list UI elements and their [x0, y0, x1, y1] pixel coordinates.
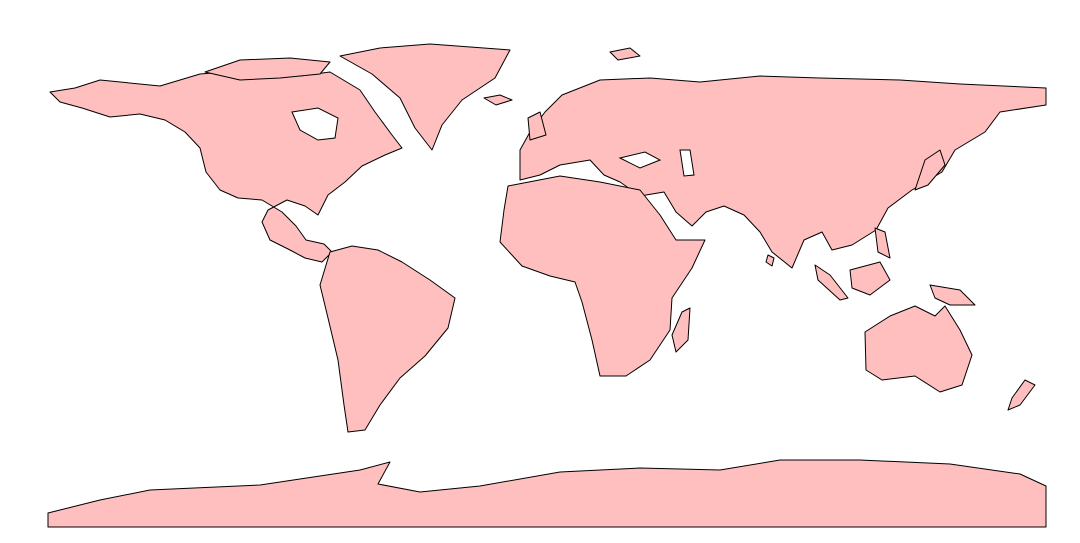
south-america	[319, 245, 456, 433]
madagascar	[671, 307, 691, 353]
africa	[499, 175, 706, 377]
great-britain	[527, 111, 547, 141]
indonesia-borneo	[849, 261, 891, 296]
indonesia-sumatra	[814, 264, 849, 301]
new-guinea	[929, 284, 976, 306]
iceland	[483, 94, 513, 106]
sri-lanka	[765, 254, 775, 267]
new-zealand	[1007, 379, 1036, 411]
greenland	[339, 43, 511, 151]
svalbard	[609, 47, 641, 61]
philippines	[874, 227, 891, 259]
hudson-bay	[291, 107, 339, 141]
australia	[864, 305, 973, 393]
antarctica	[47, 459, 1047, 528]
caspian-sea	[679, 149, 695, 177]
arctic-islands	[204, 57, 331, 81]
north-america	[49, 69, 403, 263]
land-masses	[47, 43, 1047, 528]
japan	[914, 149, 946, 191]
black-sea	[618, 151, 662, 169]
